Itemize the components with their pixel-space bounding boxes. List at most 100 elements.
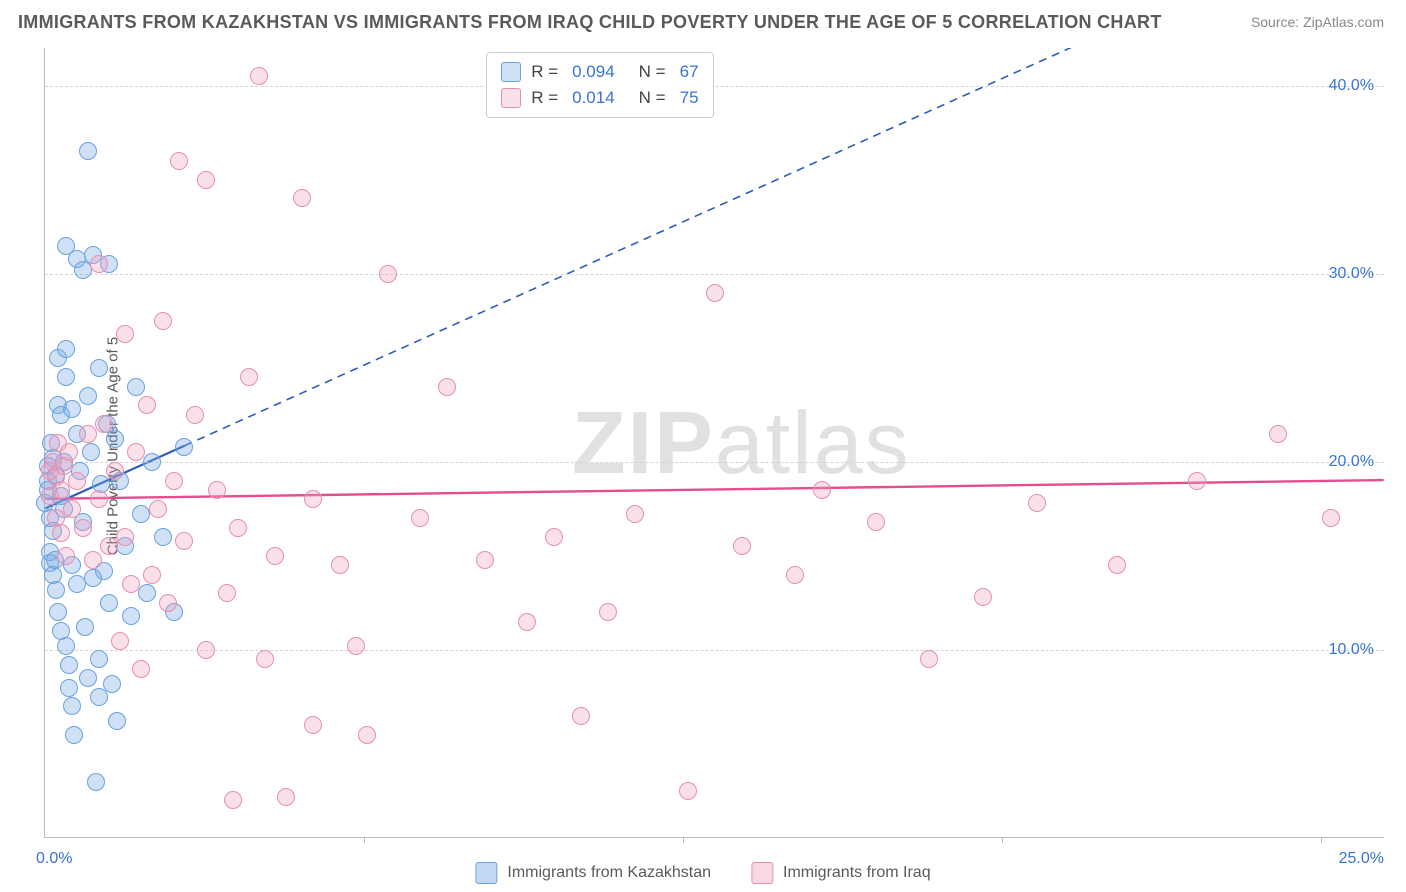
trendline-dashed-kazakhstan [185,48,1384,446]
scatter-point-kazakhstan [82,443,100,461]
r-value-kazakhstan: 0.094 [572,62,615,82]
scatter-point-kazakhstan [79,387,97,405]
scatter-point-iraq [68,472,86,490]
watermark: ZIPatlas [572,392,911,494]
scatter-point-iraq [1188,472,1206,490]
gridline-h [45,462,1384,463]
scatter-point-iraq [411,509,429,527]
legend-label-iraq: Immigrants from Iraq [783,864,931,882]
scatter-point-kazakhstan [143,453,161,471]
scatter-point-iraq [599,603,617,621]
scatter-point-kazakhstan [79,142,97,160]
scatter-point-iraq [572,707,590,725]
scatter-point-iraq [229,519,247,537]
scatter-point-iraq [57,547,75,565]
scatter-point-kazakhstan [87,773,105,791]
scatter-point-iraq [304,716,322,734]
scatter-point-kazakhstan [49,603,67,621]
correlation-row-kazakhstan: R = 0.094 N = 67 [501,59,698,85]
legend-label-kazakhstan: Immigrants from Kazakhstan [507,864,711,882]
scatter-point-iraq [197,641,215,659]
scatter-point-iraq [786,566,804,584]
scatter-point-iraq [197,171,215,189]
scatter-point-kazakhstan [106,430,124,448]
source-label: Source: [1251,14,1299,30]
scatter-point-iraq [149,500,167,518]
scatter-point-iraq [476,551,494,569]
scatter-point-iraq [358,726,376,744]
scatter-point-kazakhstan [122,607,140,625]
trend-lines-layer [45,48,1384,837]
scatter-point-iraq [438,378,456,396]
n-label: N = [639,88,666,108]
scatter-point-iraq [1108,556,1126,574]
scatter-point-kazakhstan [60,679,78,697]
scatter-point-iraq [1269,425,1287,443]
scatter-point-kazakhstan [76,618,94,636]
scatter-point-iraq [208,481,226,499]
scatter-point-iraq [545,528,563,546]
scatter-point-iraq [920,650,938,668]
scatter-point-kazakhstan [57,637,75,655]
scatter-point-iraq [293,189,311,207]
scatter-point-iraq [250,67,268,85]
scatter-point-iraq [116,325,134,343]
legend-swatch-iraq [751,862,773,884]
y-tick-label: 10.0% [1329,641,1374,659]
scatter-point-kazakhstan [63,697,81,715]
scatter-point-iraq [143,566,161,584]
scatter-point-kazakhstan [90,359,108,377]
trendline-solid-iraq [45,480,1383,499]
scatter-point-iraq [159,594,177,612]
legend-item-iraq: Immigrants from Iraq [751,862,931,884]
scatter-point-iraq [79,425,97,443]
scatter-point-iraq [111,632,129,650]
scatter-point-kazakhstan [60,656,78,674]
scatter-point-iraq [277,788,295,806]
scatter-point-iraq [347,637,365,655]
scatter-point-iraq [132,660,150,678]
scatter-point-iraq [154,312,172,330]
x-tick-minor [683,837,684,843]
r-value-iraq: 0.014 [572,88,615,108]
scatter-point-kazakhstan [127,378,145,396]
scatter-point-iraq [63,500,81,518]
scatter-point-kazakhstan [103,675,121,693]
scatter-point-iraq [100,537,118,555]
n-value-kazakhstan: 67 [680,62,699,82]
scatter-point-iraq [186,406,204,424]
n-value-iraq: 75 [680,88,699,108]
x-tick-label-min: 0.0% [36,850,72,868]
scatter-point-iraq [175,532,193,550]
chart-title: IMMIGRANTS FROM KAZAKHSTAN VS IMMIGRANTS… [18,12,1162,33]
scatter-point-iraq [379,265,397,283]
scatter-point-iraq [95,415,113,433]
scatter-point-iraq [974,588,992,606]
scatter-point-iraq [52,524,70,542]
scatter-point-kazakhstan [63,400,81,418]
source-attribution: Source: ZipAtlas.com [1251,14,1384,30]
scatter-point-iraq [138,396,156,414]
scatter-point-iraq [733,537,751,555]
n-label: N = [639,62,666,82]
scatter-point-kazakhstan [154,528,172,546]
y-tick-label: 40.0% [1329,77,1374,95]
scatter-point-iraq [122,575,140,593]
x-tick-minor [364,837,365,843]
watermark-light: atlas [715,393,911,492]
scatter-point-iraq [813,481,831,499]
scatter-point-kazakhstan [90,650,108,668]
scatter-point-iraq [304,490,322,508]
scatter-point-kazakhstan [108,712,126,730]
scatter-point-kazakhstan [138,584,156,602]
scatter-point-iraq [1028,494,1046,512]
r-label: R = [531,62,558,82]
correlation-swatch-kazakhstan [501,62,521,82]
scatter-point-iraq [74,519,92,537]
scatter-point-iraq [218,584,236,602]
correlation-row-iraq: R =0.014N =75 [501,85,698,111]
scatter-point-iraq [679,782,697,800]
bottom-legend: Immigrants from Kazakhstan Immigrants fr… [475,862,930,884]
scatter-point-iraq [1322,509,1340,527]
scatter-point-iraq [240,368,258,386]
